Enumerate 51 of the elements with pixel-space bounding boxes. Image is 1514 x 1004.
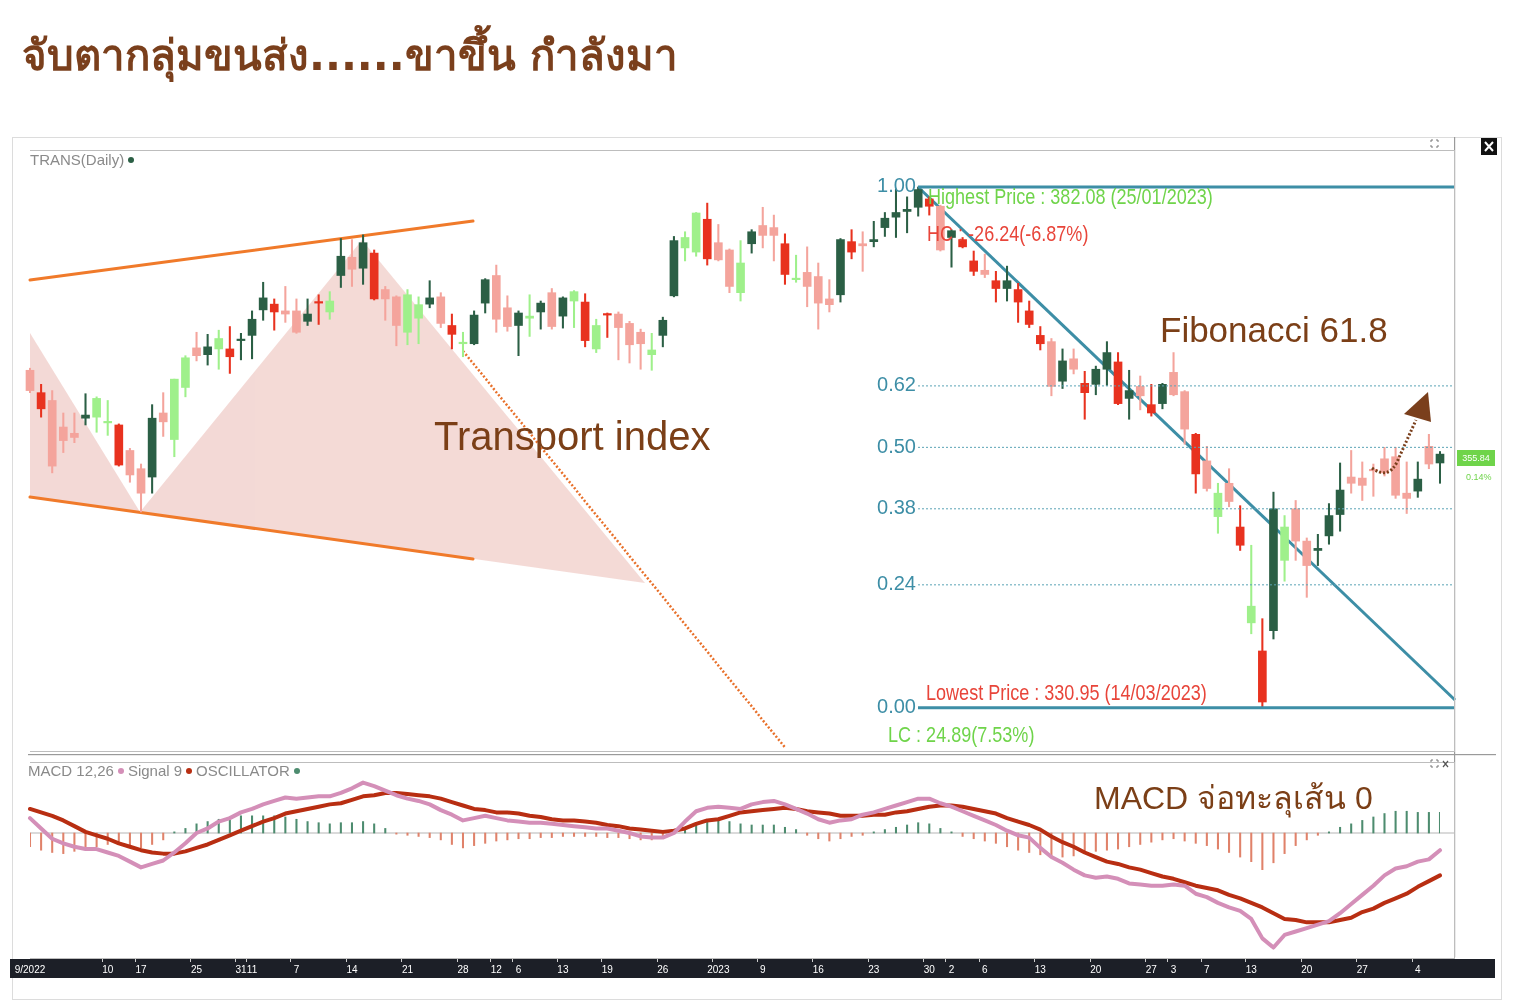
x-tick-label: 6 (515, 963, 522, 975)
x-tick-label: 13 (557, 963, 569, 975)
legend-label: Signal 9 (127, 762, 183, 779)
x-tick-label: 28 (457, 963, 469, 975)
y-tick-label: 0.00 (877, 695, 916, 718)
x-tick-label: 31 (235, 963, 247, 975)
x-tick-label: 14 (346, 963, 358, 975)
x-tick-label: 20 (1301, 963, 1313, 975)
x-tick-label: 12 (490, 963, 503, 975)
x-tick-label: 2023 (707, 963, 730, 975)
annotation: LC : 24.89(7.53%) (888, 722, 1035, 748)
x-tick-label: 11 (246, 963, 258, 975)
annotation: Transport index (434, 414, 711, 459)
text: 0.14% (1466, 472, 1492, 482)
x-tick-label: 10 (102, 963, 114, 975)
x-tick-label: 6 (982, 963, 989, 975)
x-tick-label: 2 (948, 963, 955, 975)
legend-label: MACD 12,26 (28, 762, 114, 779)
legend-label: OSCILLATOR (196, 762, 290, 779)
annotation: Highest Price : 382.08 (25/01/2023) (928, 184, 1213, 210)
x-tick-label: 27 (1356, 963, 1369, 975)
x-tick-label: 26 (657, 963, 669, 975)
text: 355.84 (1457, 450, 1495, 466)
chart-title: จับตากลุ่มขนส่ง......ขาขึ้น กำลังมา (22, 24, 679, 84)
annotation: Lowest Price : 330.95 (14/03/2023) (926, 680, 1207, 706)
x-tick-label: 21 (401, 963, 414, 975)
x-tick-label: 19 (601, 963, 614, 975)
x-tick-label: 27 (1145, 963, 1158, 975)
annotation: MACD จ่อทะลุเส้น 0 (1094, 779, 1373, 820)
y-tick-label: 0.38 (877, 496, 916, 519)
x-tick-label: 7 (1204, 963, 1211, 975)
x-tick-label: 16 (812, 963, 825, 975)
x-tick-label: 23 (868, 963, 880, 975)
annotation: HC : -26.24(-6.87%) (927, 221, 1089, 247)
y-tick-label: 0.24 (877, 572, 916, 595)
y-tick-label: 1.00 (877, 174, 916, 197)
x-tick-label: 13 (1034, 963, 1047, 975)
x-tick-label: 4 (1415, 963, 1422, 975)
x-tick-label: 25 (190, 963, 203, 975)
x-tick-label: 17 (135, 963, 148, 975)
x-tick-label: 3 (1170, 963, 1177, 975)
x-tick-label: 9/2022 (14, 963, 46, 975)
x-tick-label: 9 (759, 963, 766, 975)
x-tick-label: 30 (923, 963, 936, 975)
x-tick-label: 13 (1245, 963, 1258, 975)
y-tick-label: 0.62 (877, 373, 916, 396)
legend-label: TRANS(Daily) (30, 151, 125, 168)
y-tick-label: 0.50 (877, 434, 916, 457)
x-tick-label: 20 (1090, 963, 1102, 975)
x-tick-label: 7 (293, 963, 300, 975)
annotation: Fibonacci 61.8 (1160, 310, 1388, 350)
